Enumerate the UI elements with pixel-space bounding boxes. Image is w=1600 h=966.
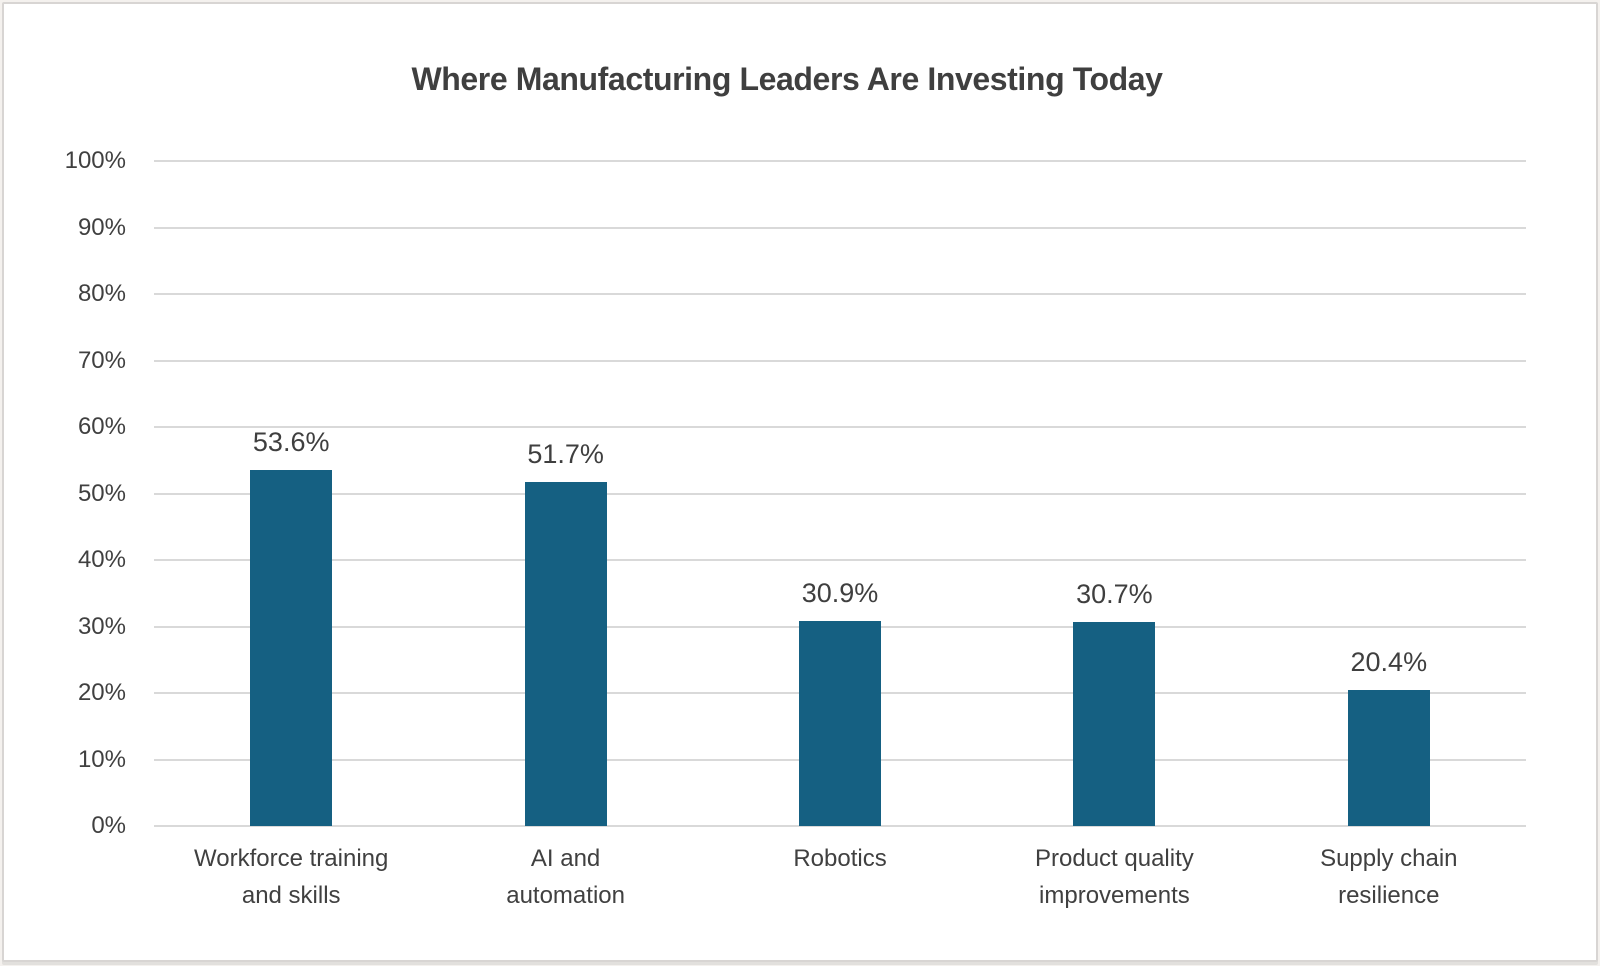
x-axis-category-label-line: Robotics (793, 845, 887, 872)
y-axis-tick-label: 50% (77, 479, 126, 507)
y-axis-tick-label: 30% (77, 612, 126, 640)
bar-value-label: 51.7% (527, 439, 604, 470)
chart-title: Where Manufacturing Leaders Are Investin… (411, 61, 1163, 97)
gridline (154, 825, 1526, 827)
x-axis-category-label: Robotics (690, 840, 990, 877)
gridline (154, 160, 1526, 162)
plot-area: 0% 10% 20% 30% 40% 50% 60% 70% 80% 90% 100% 53.6% Wo… (65, 147, 1526, 909)
y-axis-tick-label: 70% (77, 346, 126, 374)
x-axis-category-label: Supply chain resilience (1239, 840, 1539, 914)
gridline (154, 293, 1526, 295)
bar-value-label: 30.9% (801, 577, 879, 608)
y-axis-tick-label: 90% (77, 213, 126, 241)
y-axis-tick-label: 0% (91, 812, 126, 839)
x-axis-category-label: Product quality improvements (964, 840, 1264, 914)
y-axis-tick-label: 40% (77, 546, 126, 573)
y-axis-tick-label: 60% (77, 413, 126, 440)
x-axis-category-label: AI and automation (416, 840, 716, 914)
gridline (154, 559, 1526, 561)
x-axis-category-label-line: Supply chain (1320, 845, 1458, 872)
bar (1347, 690, 1430, 826)
x-axis-category-label-line: Product quality (1035, 845, 1194, 872)
bar (250, 469, 333, 826)
x-axis-category-label-line: and skills (241, 882, 341, 909)
y-axis-tick-label: 10% (77, 745, 126, 773)
bar (524, 482, 607, 826)
y-axis-tick-label: 20% (77, 679, 126, 706)
gridline (154, 426, 1526, 428)
gridline (154, 359, 1526, 362)
bar-value-label: 53.6% (252, 426, 330, 457)
x-axis-category-label-line: automation (506, 882, 625, 909)
gridline (154, 492, 1526, 495)
x-axis-category-label-line: Workforce training (194, 845, 389, 872)
bar (799, 620, 881, 826)
x-axis-category-label-line: improvements (1039, 882, 1190, 909)
gridline (154, 226, 1526, 229)
bar-value-label: 20.4% (1350, 647, 1428, 678)
x-axis-category-label-line: resilience (1338, 882, 1440, 909)
y-axis-tick-label: 80% (77, 280, 126, 307)
x-axis-category-label: Workforce training and skills (141, 840, 441, 914)
bar (1073, 621, 1156, 826)
y-axis-tick-label: 100% (64, 147, 126, 174)
x-axis-category-label-line: AI and (530, 845, 601, 872)
bar-value-label: 30.7% (1076, 578, 1153, 609)
